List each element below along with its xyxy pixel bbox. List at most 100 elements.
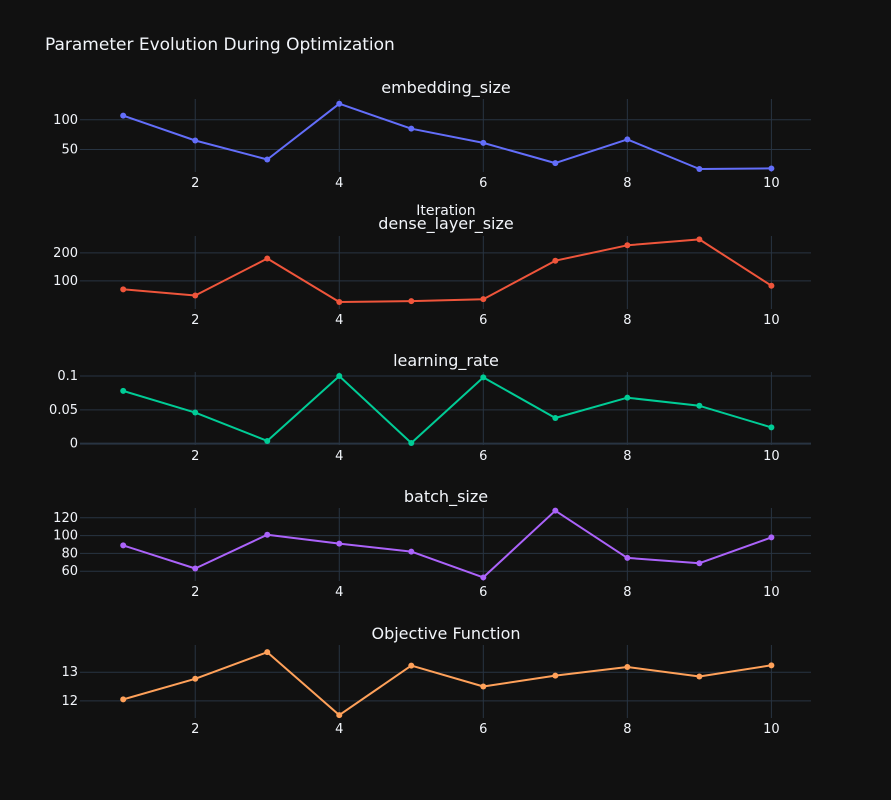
- y-tick-label: 13: [61, 665, 78, 680]
- data-point: [120, 542, 127, 549]
- data-point: [192, 409, 199, 416]
- data-point: [408, 662, 415, 669]
- series-line: [122, 651, 772, 717]
- data-point: [192, 675, 199, 682]
- subplot-title: batch_size: [404, 487, 488, 507]
- x-tick-label: 10: [763, 585, 780, 600]
- subplot-4: 2 4 6 8 10 60 80 100 120 batch_size: [53, 487, 811, 600]
- data-point: [624, 394, 631, 401]
- x-tick-label: 10: [763, 722, 780, 737]
- data-point: [264, 255, 271, 262]
- data-point: [696, 236, 703, 243]
- y-tick-label: 0.1: [57, 369, 78, 384]
- y-tick-label: 200: [53, 246, 78, 261]
- data-point: [696, 673, 703, 680]
- data-point: [552, 414, 559, 421]
- subplot-5: 2 4 6 8 10 12 13 Objective Function: [61, 624, 811, 737]
- data-point: [480, 374, 487, 381]
- data-point: [408, 298, 415, 305]
- data-point: [624, 136, 631, 143]
- y-tick-label: 100: [53, 274, 78, 289]
- series-line: [122, 102, 772, 170]
- data-point: [552, 257, 559, 264]
- data-point: [336, 298, 343, 305]
- y-tick-label: 100: [53, 529, 78, 544]
- subplot-2: 2 4 6 8 10 100 200 dense_layer_size: [53, 214, 811, 328]
- y-tick-label: 100: [53, 113, 78, 128]
- data-point: [552, 507, 559, 514]
- y-tick-label: 12: [61, 694, 78, 709]
- data-point: [768, 534, 775, 541]
- subplot-title: dense_layer_size: [378, 214, 513, 234]
- x-tick-label: 6: [479, 313, 487, 328]
- x-tick-label: 2: [191, 585, 199, 600]
- data-point: [192, 292, 199, 299]
- chart-title: Parameter Evolution During Optimization: [45, 35, 395, 55]
- x-tick-label: 8: [623, 449, 631, 464]
- data-point: [408, 439, 415, 446]
- y-tick-label: 80: [61, 546, 78, 561]
- data-point: [408, 548, 415, 555]
- x-tick-label: 6: [479, 585, 487, 600]
- x-tick-label: 2: [191, 449, 199, 464]
- data-point: [768, 662, 775, 669]
- data-point: [552, 160, 559, 167]
- data-point: [624, 554, 631, 561]
- data-point: [264, 156, 271, 163]
- data-point: [480, 683, 487, 690]
- subplot-3: 2 4 6 8 10 0 0.05 0.1 learning_rate: [49, 351, 811, 464]
- x-tick-label: 2: [191, 313, 199, 328]
- x-tick-label: 8: [623, 176, 631, 191]
- series-line: [123, 238, 772, 303]
- x-tick-label: 6: [479, 722, 487, 737]
- data-point: [768, 165, 775, 172]
- x-tick-label: 4: [335, 313, 343, 328]
- x-tick-label: 2: [191, 722, 199, 737]
- subplot-title: learning_rate: [393, 351, 499, 371]
- data-point: [264, 649, 271, 656]
- data-point: [552, 672, 559, 679]
- subplot-1: 2 4 6 8 10 50 100 embedding_size: [53, 78, 811, 191]
- data-point: [192, 137, 199, 144]
- series-line: [122, 375, 772, 444]
- x-tick-label: 4: [335, 722, 343, 737]
- subplot-title: Objective Function: [371, 624, 520, 643]
- x-tick-label: 6: [479, 176, 487, 191]
- x-tick-label: 8: [623, 313, 631, 328]
- x-tick-label: 2: [191, 176, 199, 191]
- y-tick-label: 60: [61, 564, 78, 579]
- data-point: [768, 282, 775, 289]
- data-point: [264, 437, 271, 444]
- data-point: [696, 166, 703, 173]
- data-point: [624, 664, 631, 671]
- y-tick-label: 0.05: [49, 403, 78, 418]
- y-tick-label: 120: [53, 511, 78, 526]
- x-tick-label: 10: [763, 176, 780, 191]
- series-line: [122, 509, 772, 579]
- subplot-title: embedding_size: [381, 78, 511, 98]
- data-point: [480, 296, 487, 303]
- data-point: [480, 139, 487, 146]
- data-point: [696, 560, 703, 567]
- x-tick-label: 4: [335, 449, 343, 464]
- y-tick-label: 50: [61, 142, 78, 157]
- x-tick-label: 6: [479, 449, 487, 464]
- data-point: [120, 112, 127, 119]
- data-point: [192, 565, 199, 572]
- x-tick-label: 8: [623, 722, 631, 737]
- x-tick-label: 4: [335, 585, 343, 600]
- x-tick-label: 4: [335, 176, 343, 191]
- data-point: [336, 373, 343, 380]
- data-point: [336, 100, 343, 107]
- data-point: [336, 540, 343, 547]
- data-point: [120, 696, 127, 703]
- y-tick-label: 0: [70, 437, 78, 452]
- x-tick-label: 10: [763, 313, 780, 328]
- data-point: [264, 531, 271, 538]
- x-axis-title: Iteration: [416, 203, 475, 219]
- x-tick-label: 10: [763, 449, 780, 464]
- x-tick-label: 8: [623, 585, 631, 600]
